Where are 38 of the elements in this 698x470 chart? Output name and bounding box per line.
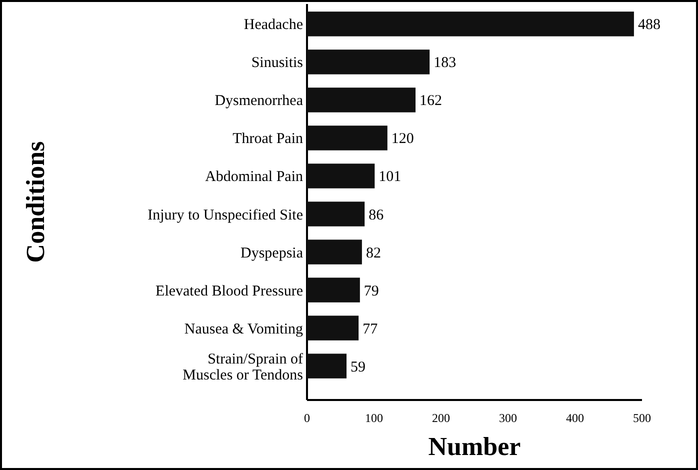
data-label: 488 [638, 17, 660, 34]
data-label: 101 [378, 169, 402, 186]
y-tick-label: Nausea & Vomiting [184, 321, 304, 338]
y-axis-title: Conditions [21, 141, 50, 263]
bar [307, 278, 360, 302]
x-tick-label: 400 [566, 411, 584, 425]
bar [307, 88, 416, 112]
x-tick-label: 500 [633, 411, 651, 425]
data-label: 183 [434, 55, 456, 72]
bar [307, 126, 388, 150]
bar [307, 12, 634, 36]
data-label: 86 [368, 207, 384, 224]
y-tick-label: Injury to Unspecified Site [148, 207, 304, 224]
bar [307, 316, 359, 340]
y-tick-label: Throat Pain [232, 131, 304, 148]
y-tick-label: Headache [244, 17, 304, 34]
bar [307, 164, 375, 188]
bar [307, 240, 362, 264]
x-axis-title: Number [428, 432, 521, 461]
y-tick-label: Elevated Blood Pressure [156, 283, 304, 300]
data-label: 77 [362, 321, 378, 338]
x-tick-label: 100 [365, 411, 383, 425]
y-tick-label: Dyspepsia [240, 245, 304, 262]
y-tick-label: Sinusitis [251, 55, 304, 72]
data-label: 79 [364, 283, 379, 300]
x-tick-label: 300 [499, 411, 517, 425]
y-tick-label: Abdominal Pain [205, 169, 304, 186]
data-label: 162 [420, 93, 442, 110]
y-tick-label: Dysmenorrhea [214, 93, 304, 110]
bar [307, 354, 347, 378]
x-tick-label: 200 [432, 411, 450, 425]
bar [307, 50, 430, 74]
bar [307, 202, 365, 226]
x-tick-label: 0 [304, 411, 310, 425]
data-label: 82 [366, 245, 381, 262]
data-label: 59 [350, 359, 366, 376]
data-label: 120 [391, 131, 414, 148]
y-tick-label: Strain/Sprain of Muscles or Tendons [182, 351, 304, 384]
